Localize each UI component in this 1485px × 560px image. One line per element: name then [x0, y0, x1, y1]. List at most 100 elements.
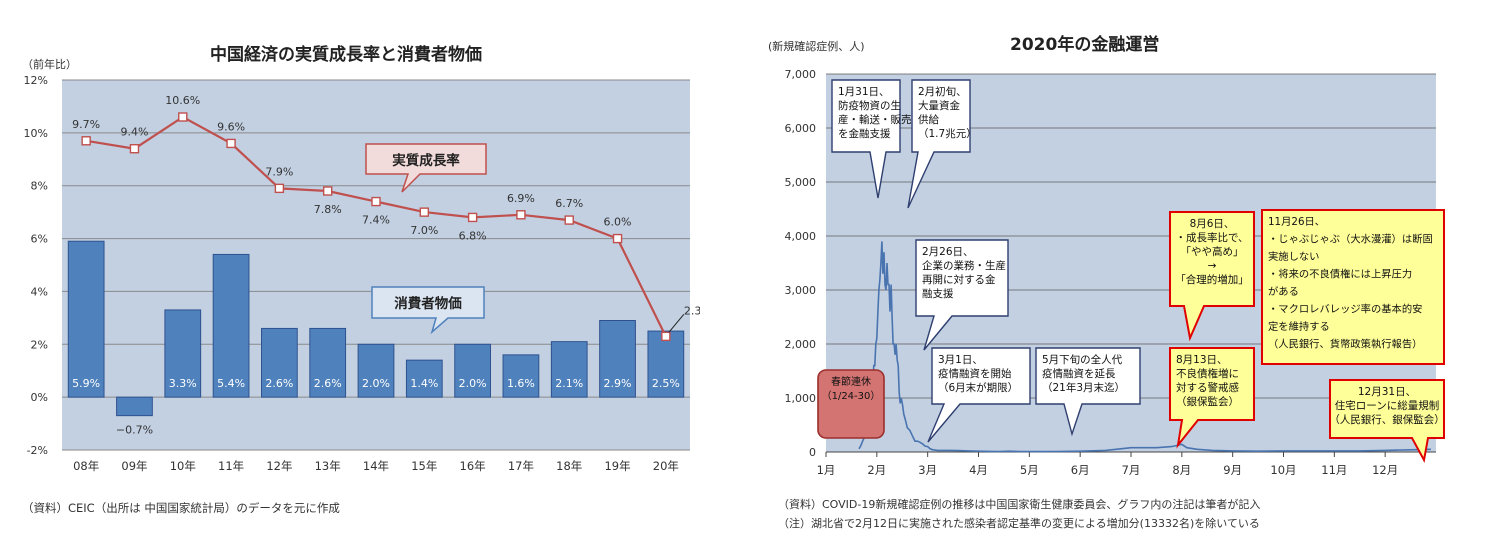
growth-callout [365, 143, 487, 193]
note-mar1 [927, 347, 1031, 443]
x-tick-label: 9月 [1223, 463, 1242, 477]
growth-marker [226, 138, 236, 149]
cpi-callout [371, 286, 485, 335]
note-dec31-text: （人民銀行、銀保監会） [1329, 413, 1445, 426]
note-jan31-text: 1月31日、 [838, 86, 890, 98]
growth-value-label: 6.9% [507, 192, 535, 205]
bar [502, 354, 540, 398]
bar-value-label: 2.6% [265, 377, 293, 390]
note-nov26-text: ・マクロレバレッジ率の基本的安 [1268, 303, 1422, 316]
note-aug6-text: 「合理的増加」 [1175, 273, 1249, 286]
y-tick-label: 6% [31, 233, 48, 246]
note-aug6-text: → [1208, 260, 1217, 272]
bar-value-label: 2.9% [604, 377, 632, 390]
bar-value-label: 1.6% [507, 377, 535, 390]
note-nov26 [1261, 209, 1445, 365]
x-tick-label: 11月 [1321, 463, 1347, 477]
left-y-unit: （前年比） [22, 58, 77, 71]
x-tick-label: 09年 [121, 459, 147, 473]
x-tick-label: 16年 [460, 459, 486, 473]
growth-value-label: 10.6% [165, 94, 200, 107]
note-dec31-text: 住宅ローンに総量規制 [1335, 399, 1439, 412]
note-feb-early-text: 大量資金 [918, 99, 960, 112]
left-source-note: （資料）CEIC（出所は 中国国家統計局）のデータを元に作成 [22, 501, 340, 515]
bar-value-label: 2.5% [652, 377, 680, 390]
x-tick-label: 08年 [73, 459, 99, 473]
y-tick-label: 12% [24, 74, 48, 87]
note-nov26-text: 実施しない [1268, 250, 1319, 263]
y-tick-label: 0 [809, 446, 816, 459]
note-nov26-text: （人民銀行、貨幣政策執行報告） [1268, 338, 1422, 351]
growth-marker [371, 196, 381, 207]
note-feb26 [915, 239, 1009, 351]
x-tick-label: 2月 [867, 463, 886, 477]
note-feb26-text: 融支援 [922, 287, 954, 300]
growth-value-label: 7.4% [362, 214, 390, 227]
note-aug6-text: 8月6日、 [1190, 218, 1235, 230]
bar-value-label: 5.4% [217, 377, 245, 390]
growth-value-label: 7.9% [265, 165, 293, 178]
bar [454, 343, 491, 398]
growth-marker [467, 212, 478, 223]
covid-cases-line [858, 241, 1431, 453]
y-tick-label: 4% [31, 285, 48, 298]
note-dec31 [1329, 379, 1445, 463]
note-nov26-text: ・将来の不良債権には上昇圧力 [1268, 268, 1412, 281]
note-feb26-text: 2月26日、 [922, 246, 974, 258]
growth-marker [81, 136, 91, 146]
growth-marker [516, 210, 526, 220]
note-holiday-text: （1/24-30） [822, 390, 881, 402]
note-aug13-text: 8月13日、 [1176, 354, 1228, 366]
growth-value-label: 7.8% [314, 203, 342, 216]
note-mar1-text: （6月末が期限） [938, 381, 1018, 394]
note-jan31 [831, 79, 901, 199]
x-tick-label: 12年 [266, 459, 292, 473]
x-tick-label: 13年 [315, 459, 341, 473]
x-tick-label: 6月 [1071, 463, 1090, 477]
note-aug6-text: 「やや高め」 [1181, 245, 1244, 258]
y-tick-label: 0% [31, 391, 48, 404]
label-leader [668, 314, 685, 333]
note-feb-early [907, 79, 971, 209]
growth-marker [661, 331, 671, 342]
note-feb-early-text: 2月初旬、 [918, 85, 967, 98]
right-chart-title: 2020年の金融運営 [1010, 35, 1160, 55]
note-aug6-text: ・成長率比で、 [1175, 231, 1248, 244]
bar-value-label: 2.0% [459, 377, 487, 390]
right-y-unit: (新規確認症例、人) [768, 40, 865, 53]
x-tick-label: 18年 [556, 459, 582, 473]
x-tick-label: 11年 [218, 459, 244, 473]
note-mar1-text: 3月1日、 [938, 354, 983, 366]
note-aug13 [1169, 347, 1255, 449]
cpi-callout-label: 消費者物価 [394, 295, 462, 312]
note-feb26-text: 再開に対する金 [922, 273, 996, 286]
note-nov26-text: 11月26日、 [1268, 216, 1325, 228]
x-tick-label: 4月 [969, 463, 988, 477]
x-tick-label: 19年 [604, 459, 630, 473]
growth-value-label: 2.3% [684, 304, 700, 317]
growth-value-label: 6.0% [604, 216, 632, 229]
bar [550, 341, 588, 398]
bar [405, 359, 443, 398]
growth-callout-label: 実質成長率 [392, 152, 460, 169]
bar [599, 320, 636, 398]
bar-value-label: 1.4% [410, 377, 438, 390]
growth-marker [178, 112, 188, 122]
right-chart: 0 1,000 2,000 3,000 4,000 5,000 6,000 7,000 1月 2月… [785, 68, 1445, 477]
y-tick-label: 3,000 [785, 284, 817, 297]
y-tick-label: 7,000 [785, 68, 817, 81]
x-tick-label: 12月 [1372, 463, 1398, 477]
bar [309, 327, 347, 398]
growth-marker [129, 144, 140, 154]
left-chart: -2% 0% 2% 4% 6% 8% 10% 12% 08年 5.9% 09年 −0.7% 10年 3.3… [24, 74, 700, 473]
bar [212, 253, 250, 398]
note-may-late [1035, 347, 1141, 437]
y-tick-label: 5,000 [785, 176, 817, 189]
bar-value-label: 5.9% [72, 377, 100, 390]
x-tick-label: 10月 [1270, 463, 1296, 477]
bar-value-label: −0.7% [116, 424, 153, 437]
y-tick-label: 2% [31, 338, 48, 351]
x-tick-label: 3月 [918, 463, 937, 477]
bar-value-label: 2.0% [362, 377, 390, 390]
note-jan31-text: を金融支援 [838, 127, 891, 140]
